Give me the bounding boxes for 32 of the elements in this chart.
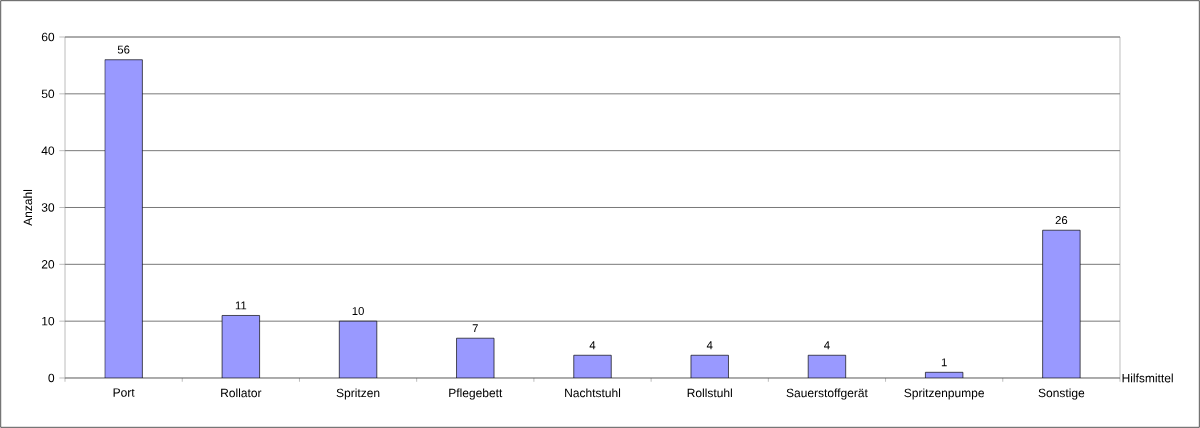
data-label: 56 (117, 45, 130, 54)
data-label: 10 (352, 307, 364, 316)
bar (690, 354, 729, 378)
x-tick-label: Pflegebett (449, 388, 503, 400)
x-tick-label: Spritzen (336, 388, 380, 400)
x-tick-label: Rollator (221, 388, 262, 398)
bar (456, 337, 495, 378)
y-tick-label: 60 (41, 32, 55, 42)
bar (807, 354, 847, 378)
y-tick-label: 20 (41, 260, 55, 269)
y-axis-title: Anzahl (23, 189, 33, 226)
x-axis-title: Hilfsmittel (1122, 373, 1173, 383)
y-tick-label: 30 (41, 203, 55, 212)
data-label: 4 (589, 341, 596, 350)
bar (573, 354, 612, 378)
x-tick-label: Port (113, 388, 135, 397)
y-tick-label: 0 (48, 373, 55, 383)
data-label: 11 (235, 301, 247, 310)
x-tick-label: Sonstige (1038, 388, 1085, 400)
x-tick-label: Rollstuhl (687, 388, 732, 398)
data-label: 4 (824, 341, 830, 350)
data-label: 26 (1055, 216, 1068, 225)
bar (925, 371, 964, 378)
data-label: 1 (941, 358, 947, 367)
data-label: 7 (472, 324, 478, 333)
data-label: 4 (706, 341, 713, 350)
x-tick-label: Sauerstoffgerät (786, 388, 868, 400)
x-tick-label: Spritzenpumpe (904, 388, 984, 400)
x-tick-label: Nachtstuhl (565, 388, 621, 398)
y-tick-label: 10 (42, 316, 55, 326)
y-tick-label: 50 (41, 89, 55, 99)
y-tick-label: 40 (41, 146, 55, 155)
